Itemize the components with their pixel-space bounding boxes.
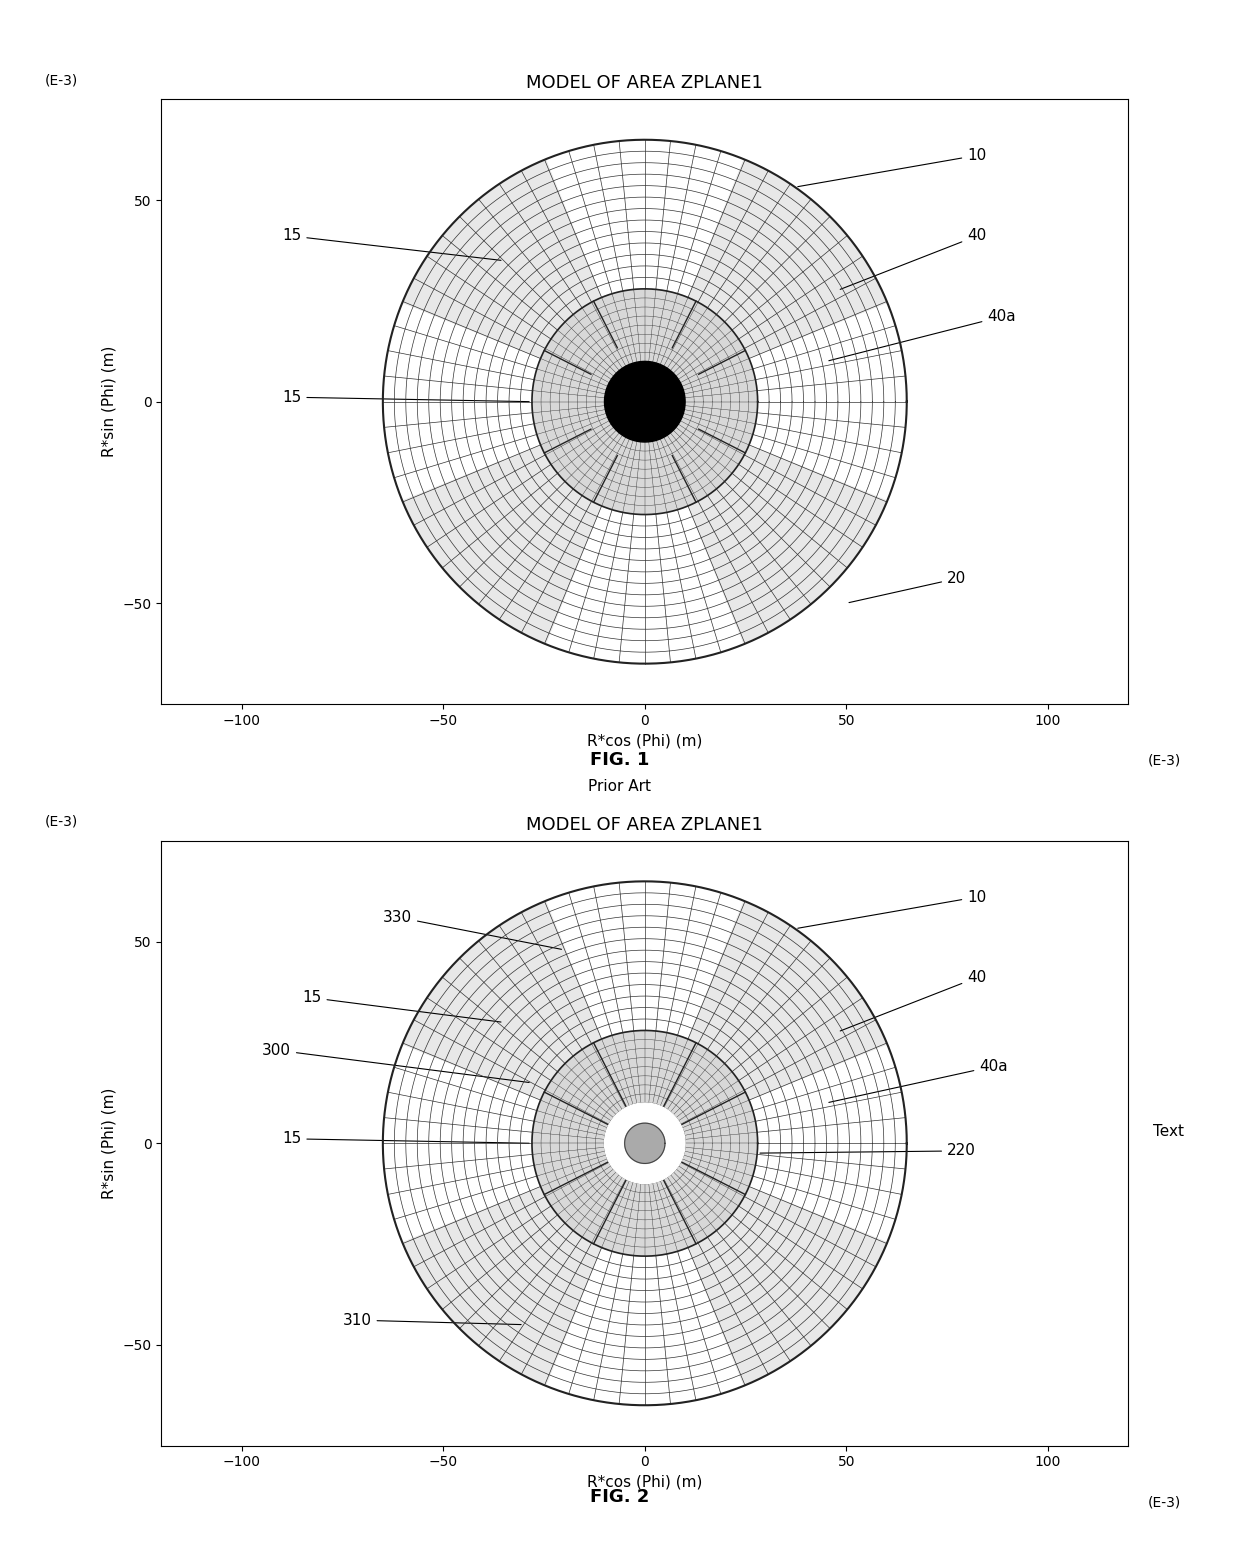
Text: FIG. 2: FIG. 2 — [590, 1488, 650, 1506]
Polygon shape — [383, 1044, 541, 1242]
Text: 10: 10 — [797, 890, 987, 929]
Polygon shape — [605, 1103, 684, 1183]
Text: (E-3): (E-3) — [1148, 754, 1180, 768]
Text: (E-3): (E-3) — [45, 814, 78, 830]
Text: 10: 10 — [797, 148, 987, 187]
Polygon shape — [532, 289, 758, 514]
Polygon shape — [605, 362, 684, 442]
Polygon shape — [547, 139, 743, 297]
Title: MODEL OF AREA ZPLANE1: MODEL OF AREA ZPLANE1 — [526, 816, 764, 834]
Text: Prior Art: Prior Art — [589, 779, 651, 794]
Text: 40: 40 — [841, 229, 987, 289]
Polygon shape — [749, 1044, 906, 1242]
Text: (E-3): (E-3) — [45, 73, 78, 88]
Text: 220: 220 — [760, 1143, 976, 1159]
Polygon shape — [383, 139, 906, 664]
Text: 300: 300 — [262, 1043, 529, 1083]
Text: (E-3): (E-3) — [1148, 1496, 1180, 1509]
Text: 15: 15 — [283, 389, 529, 405]
Polygon shape — [625, 1123, 665, 1163]
X-axis label: R*cos (Phi) (m): R*cos (Phi) (m) — [587, 1475, 703, 1489]
Polygon shape — [532, 1031, 758, 1256]
Text: 310: 310 — [342, 1313, 521, 1327]
Title: MODEL OF AREA ZPLANE1: MODEL OF AREA ZPLANE1 — [526, 74, 764, 93]
X-axis label: R*cos (Phi) (m): R*cos (Phi) (m) — [587, 734, 703, 748]
Polygon shape — [547, 1248, 743, 1406]
Polygon shape — [749, 303, 906, 501]
Text: Text: Text — [1153, 1123, 1184, 1139]
Y-axis label: R*sin (Phi) (m): R*sin (Phi) (m) — [102, 1088, 117, 1199]
Text: 40a: 40a — [828, 309, 1016, 360]
Text: FIG. 1: FIG. 1 — [590, 751, 650, 769]
Text: 330: 330 — [383, 910, 562, 949]
Polygon shape — [547, 881, 743, 1038]
Text: 15: 15 — [283, 229, 501, 260]
Text: 40a: 40a — [828, 1058, 1008, 1103]
Polygon shape — [547, 507, 743, 664]
Text: 15: 15 — [303, 990, 501, 1023]
Polygon shape — [383, 881, 906, 1406]
Text: 20: 20 — [849, 572, 966, 603]
Text: 15: 15 — [283, 1131, 529, 1146]
Text: 40: 40 — [841, 970, 987, 1031]
Polygon shape — [383, 303, 541, 501]
Y-axis label: R*sin (Phi) (m): R*sin (Phi) (m) — [102, 346, 117, 457]
